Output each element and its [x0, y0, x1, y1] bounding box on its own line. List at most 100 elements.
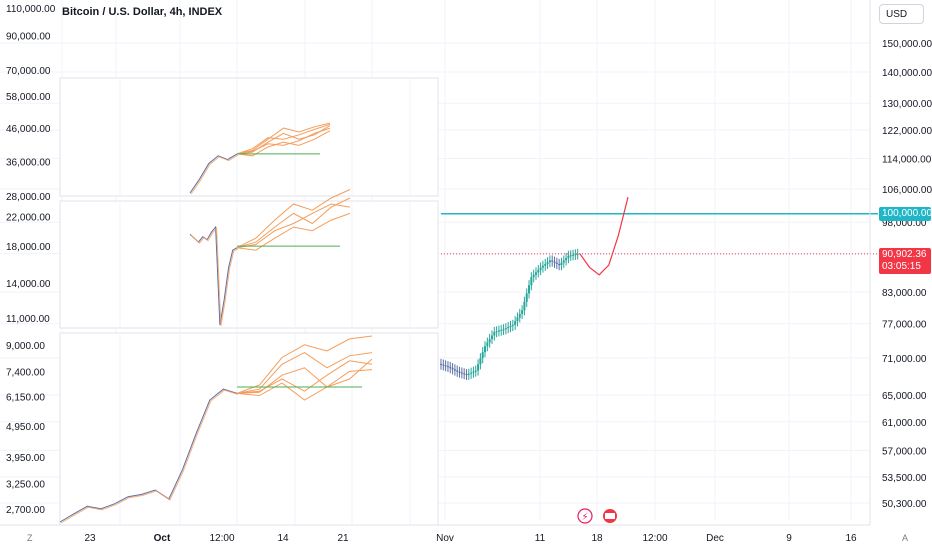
- price-candle: [497, 330, 500, 332]
- x-tick-label: 21: [337, 533, 349, 544]
- price-candle: [458, 371, 461, 373]
- y-tick-label: 98,000.00: [882, 218, 927, 229]
- inset-y-tick-label: 70,000.00: [6, 66, 51, 77]
- price-candle: [446, 366, 449, 368]
- price-candle: [553, 261, 556, 263]
- price-candle: [530, 277, 533, 286]
- y-tick-label: 122,000.00: [882, 126, 932, 137]
- price-candle: [472, 371, 475, 373]
- inset-y-tick-label: 36,000.00: [6, 157, 51, 168]
- price-candle: [453, 369, 456, 371]
- price-candle: [511, 324, 514, 326]
- y-tick-label: 57,000.00: [882, 446, 927, 457]
- price-candle: [514, 321, 517, 325]
- inset-y-tick-label: 2,700.00: [6, 505, 45, 516]
- price-candle: [502, 329, 505, 331]
- inset-chart: 110,000.00 90,000.00 70,000.00 58,000.00 46,…: [6, 4, 439, 203]
- price-candle: [528, 285, 531, 294]
- projection-curve: [579, 197, 629, 276]
- inset-projection-line: [236, 189, 351, 249]
- inset-y-tick-label: 4,950.00: [6, 422, 45, 433]
- inset-frame: [59, 200, 439, 329]
- inset-chart: 22,000.00 18,000.00 14,000.00 11,000.00: [6, 189, 439, 329]
- price-candle: [562, 260, 565, 263]
- price-candle: [544, 263, 547, 266]
- price-candle: [574, 254, 577, 256]
- price-candle: [444, 365, 447, 367]
- inset-history-overlay: [190, 226, 239, 327]
- price-candle: [477, 364, 480, 371]
- inset-history-overlay: [190, 154, 239, 195]
- y-tick-label: 50,300.00: [882, 499, 927, 510]
- price-candle: [449, 366, 452, 369]
- price-candle: [484, 346, 487, 353]
- price-candle: [541, 265, 544, 268]
- inset-fractals: 110,000.00 90,000.00 70,000.00 58,000.00 46,…: [6, 4, 439, 526]
- y-tick-label: 53,500.00: [882, 473, 927, 484]
- price-candle: [500, 329, 503, 331]
- inset-y-tick-label: 3,950.00: [6, 453, 45, 464]
- inset-chart: 9,000.00 7,400.00 6,150.00 4,950.00 3,950.00…: [6, 332, 439, 526]
- price-candle: [525, 293, 528, 302]
- x-tick-label: Dec: [706, 533, 724, 544]
- price-candle: [440, 363, 442, 365]
- inset-frame: [59, 332, 439, 526]
- inset-projection-line: [236, 122, 331, 155]
- price-candle: [470, 372, 473, 374]
- inset-projection-line: [236, 130, 331, 157]
- y-tick-label: 114,000.00: [882, 155, 932, 166]
- last-price-tag: 90,902.36 03:05:15: [879, 248, 931, 274]
- auto-scale-toggle[interactable]: A: [902, 533, 909, 543]
- inset-projection-line: [236, 127, 331, 155]
- inset-projection-line: [236, 335, 373, 394]
- inset-projection-line: [236, 125, 331, 155]
- price-candle: [488, 339, 491, 343]
- price-candle: [465, 374, 468, 376]
- inset-projection-line: [236, 369, 373, 401]
- currency-button[interactable]: USD: [879, 4, 924, 24]
- inset-projection-line: [236, 360, 373, 394]
- x-tick-label: Oct: [154, 533, 171, 544]
- x-tick-label: 9: [786, 533, 792, 544]
- price-candle: [490, 335, 493, 340]
- price-candle: [451, 368, 454, 370]
- price-candle: [567, 255, 570, 259]
- y-tick-label: 83,000.00: [882, 288, 927, 299]
- inset-y-tick-label: 22,000.00: [6, 213, 51, 224]
- price-candle: [481, 352, 484, 359]
- inset-y-tick-label: 58,000.00: [6, 92, 51, 103]
- zoom-toggle[interactable]: Z: [27, 533, 33, 543]
- inset-y-tick-label: 6,150.00: [6, 393, 45, 404]
- y-tick-label: 130,000.00: [882, 99, 932, 110]
- price-candle: [532, 274, 535, 278]
- inset-y-tick-label: 9,000.00: [6, 341, 45, 352]
- price-candle: [507, 327, 510, 329]
- price-candle: [560, 262, 563, 266]
- y-tick-label: 61,000.00: [882, 418, 927, 429]
- price-candle: [442, 364, 445, 366]
- price-candle: [518, 313, 521, 318]
- price-candle: [558, 263, 561, 266]
- inset-projection-line: [236, 352, 373, 394]
- inset-y-tick-label: 11,000.00: [6, 314, 50, 325]
- inset-projection-line: [236, 358, 373, 394]
- x-tick-label: Nov: [436, 533, 454, 544]
- inset-projection-line: [236, 123, 331, 155]
- y-tick-label: 106,000.00: [882, 185, 932, 196]
- price-candle: [474, 370, 477, 372]
- inset-history-line: [189, 153, 238, 194]
- inset-y-tick-label: 3,250.00: [6, 480, 45, 491]
- price-candle: [534, 272, 537, 275]
- flag-stripes: [605, 513, 615, 519]
- last-price-value: 90,902.36: [882, 249, 927, 260]
- price-candle: [486, 342, 489, 347]
- price-candle: [521, 310, 524, 314]
- x-tick-label: 14: [277, 533, 289, 544]
- inset-frame: [59, 77, 439, 197]
- price-candle: [537, 269, 540, 273]
- price-candle: [572, 254, 575, 256]
- inset-projection-line: [236, 212, 351, 251]
- x-tick-label: 23: [84, 533, 96, 544]
